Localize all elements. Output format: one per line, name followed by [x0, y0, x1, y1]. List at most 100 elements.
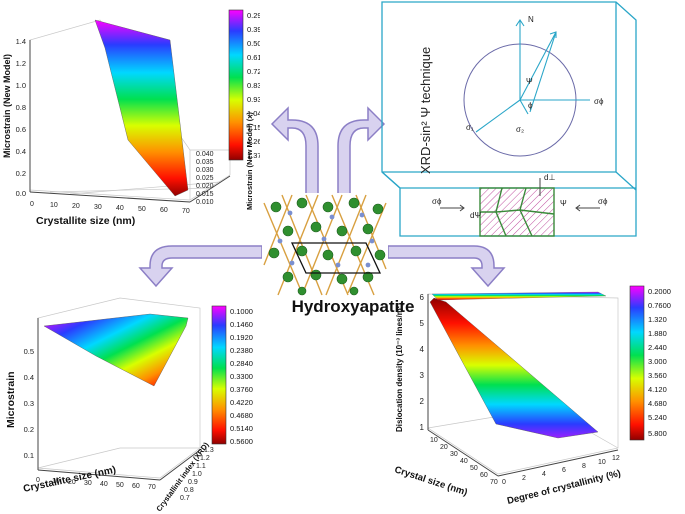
y-tick: 6	[562, 467, 566, 474]
y-tick: 1.1	[196, 463, 206, 470]
colorbar-label: 0.2900	[247, 11, 260, 20]
x-tick: 30	[94, 204, 102, 211]
psi-lower-label: Ψ	[560, 199, 567, 208]
y-tick: 0.8	[184, 487, 194, 494]
colorbar-label: 4.120	[648, 385, 667, 394]
y-tick: 0.025	[196, 175, 214, 182]
colorbar-label: 0.3300	[230, 372, 253, 381]
y-tick: 0.035	[196, 159, 214, 166]
colorbar-label: 1.370	[247, 151, 260, 160]
y-tick: 0.020	[196, 183, 214, 190]
y-tick: 0.9	[188, 479, 198, 486]
technique-title: XRD-sin² Ψ technique	[418, 47, 433, 174]
z-tick: 0.0	[16, 189, 26, 198]
sigma-left-label: σϕ	[432, 197, 442, 206]
x-axis-label: Crystal size (nm)	[393, 464, 469, 498]
xrd-schematic: XRD-sin² Ψ technique N Ψ ϕ σϕ σ₁ σ₂ d⊥ d…	[381, 1, 637, 237]
n-label: N	[528, 15, 534, 24]
z-tick: 5	[420, 319, 425, 328]
y-tick: 0.010	[196, 199, 214, 206]
colorbar-label: 2.440	[648, 343, 667, 352]
surface-top	[431, 291, 607, 301]
x-tick: 10	[430, 437, 438, 444]
z-axis-label: Dislocation density (10⁻³ lines/m²)	[395, 303, 404, 432]
y-tick: 12	[612, 455, 620, 462]
chart-bottom-right: 6 5 4 3 2 1 10 20 30 40 50 60 70 0 2 4 6…	[393, 285, 671, 507]
colorbar	[228, 9, 244, 161]
x-tick: 50	[138, 206, 146, 213]
surface	[43, 313, 189, 387]
y-tick: 0.7	[180, 495, 190, 502]
z-tick: 1	[420, 423, 425, 432]
x-tick: 50	[116, 482, 124, 489]
colorbar	[629, 285, 645, 441]
colorbar-label: 3.560	[648, 371, 667, 380]
x-tick: 40	[116, 205, 124, 212]
sigma-1-label: σ₁	[466, 123, 474, 132]
colorbar-label: 0.1920	[230, 333, 253, 342]
z-tick: 0.1	[24, 451, 34, 460]
x-tick: 40	[460, 458, 468, 465]
y-tick: 1.0	[192, 471, 202, 478]
colorbar-label: 0.4680	[230, 411, 253, 420]
x-tick: 50	[470, 465, 478, 472]
y-axis-label: Microstrain (New Model) (x)	[245, 112, 254, 210]
colorbar-label: 1.262	[247, 137, 260, 146]
colorbar-label: 0.3760	[230, 385, 253, 394]
y-tick: 0.040	[196, 151, 214, 158]
colorbar-label: 3.000	[648, 357, 667, 366]
psi-label: Ψ	[526, 77, 533, 86]
surface	[429, 297, 599, 439]
x-tick: 20	[440, 444, 448, 451]
sigma-2-label: σ₂	[516, 125, 524, 134]
x-tick: 20	[72, 203, 80, 210]
colorbar-label: 0.1460	[230, 320, 253, 329]
colorbar-label: 1.046	[247, 109, 260, 118]
y-tick: 2	[522, 475, 526, 482]
z-tick: 4	[420, 345, 425, 354]
crystal-lattice-icon	[262, 193, 388, 297]
y-tick: 4	[542, 471, 546, 478]
colorbar-label: 0.2380	[230, 346, 253, 355]
z-tick: 0.2	[24, 425, 34, 434]
z-tick: 2	[420, 397, 425, 406]
arrow-to-bottom-right	[387, 245, 506, 288]
center-title: Hydroxyapatite	[291, 297, 415, 316]
y-axis-label: Crystallinit index (XRD)	[154, 440, 211, 513]
z-tick: 0.2	[16, 169, 26, 178]
phi-label: ϕ	[528, 101, 533, 110]
z-tick: 0.8	[16, 103, 26, 112]
x-tick: 0	[36, 477, 40, 484]
y-tick: 1.3	[204, 447, 214, 454]
colorbar-label: 0.7220	[247, 67, 260, 76]
colorbar-label: 0.1000	[230, 307, 253, 316]
z-tick: 1.2	[16, 59, 26, 68]
x-tick: 70	[148, 484, 156, 491]
x-tick: 30	[450, 451, 458, 458]
y-tick: 1.2	[200, 455, 210, 462]
colorbar-label: 0.2840	[230, 359, 253, 368]
x-axis-label: Crystallite size (nm)	[36, 215, 135, 227]
x-tick: 60	[132, 483, 140, 490]
x-tick: 0	[30, 201, 34, 208]
colorbar-label: 0.2000	[648, 287, 671, 296]
y-tick: 8	[582, 463, 586, 470]
z-tick: 0.4	[24, 373, 34, 382]
sigma-right-label: σϕ	[598, 197, 608, 206]
d-psi-label: dΨ	[470, 211, 481, 220]
chart-bottom-left: 0.5 0.4 0.3 0.2 0.1 0 10 20 30 40 50 60 …	[5, 297, 253, 513]
colorbar-label: 0.4220	[230, 398, 253, 407]
colorbar-label: 5.240	[648, 413, 667, 422]
z-axis-label: Microstrain (New Model)	[2, 54, 12, 158]
y-tick: 0	[502, 479, 506, 486]
z-tick: 0.3	[24, 399, 34, 408]
x-tick: 30	[84, 480, 92, 487]
z-axis-label: Microstrain	[5, 371, 17, 428]
x-tick: 60	[480, 472, 488, 479]
z-tick: 3	[420, 371, 425, 380]
z-tick: 0.5	[24, 347, 34, 356]
colorbar-label: 4.680	[648, 399, 667, 408]
x-tick: 70	[490, 479, 498, 486]
y-tick: 10	[598, 459, 606, 466]
